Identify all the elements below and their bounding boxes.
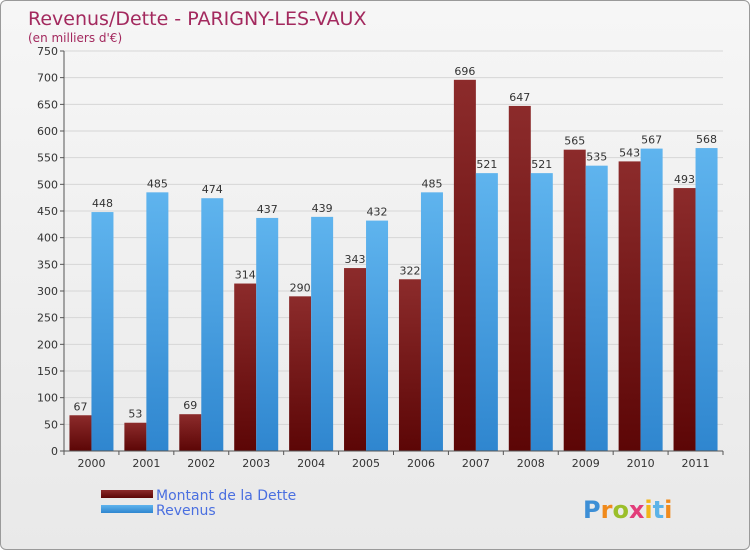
y-tick-label: 700 xyxy=(37,72,58,85)
logo-letter: P xyxy=(583,496,601,524)
bar-revenus xyxy=(695,148,718,452)
y-tick-label: 650 xyxy=(37,98,58,111)
bar-debt xyxy=(69,415,92,451)
value-label-debt: 647 xyxy=(509,91,530,104)
bar-debt xyxy=(234,283,257,451)
bar-debt xyxy=(563,149,586,451)
y-tick-label: 150 xyxy=(37,365,58,378)
value-label-revenus: 432 xyxy=(367,206,388,219)
x-tick-label: 2004 xyxy=(297,457,325,470)
legend-label-debt: Montant de la Dette xyxy=(156,488,296,504)
bar-debt xyxy=(289,296,312,451)
x-tick-label: 2006 xyxy=(407,457,435,470)
x-axis-ticks: 2000 2001 2002 2003 2004 2005 2006 2007 2008 2009… xyxy=(63,451,724,470)
value-label-revenus: 485 xyxy=(421,177,442,190)
logo-letter: t xyxy=(653,496,664,524)
logo-letter: o xyxy=(612,496,629,524)
value-label-debt: 53 xyxy=(128,408,142,421)
y-tick-label: 500 xyxy=(37,178,58,191)
grid-lines xyxy=(60,50,723,452)
bar-revenus xyxy=(311,216,334,451)
y-tick-label: 400 xyxy=(37,232,58,245)
x-tick-label: 2002 xyxy=(187,457,215,470)
x-tick-label: 2009 xyxy=(572,457,600,470)
logo-letter: i xyxy=(644,496,652,524)
x-tick-label: 2007 xyxy=(462,457,490,470)
bar-debt xyxy=(344,268,367,451)
bar-revenus xyxy=(475,173,498,451)
bar-revenus xyxy=(91,212,114,451)
legend-swatch-revenus xyxy=(101,505,153,513)
bars xyxy=(69,79,718,452)
value-label-debt: 493 xyxy=(674,173,695,186)
value-label-revenus: 439 xyxy=(312,202,333,215)
value-label-debt: 565 xyxy=(564,135,585,148)
logo-text: Proxiti xyxy=(583,496,672,524)
y-tick-label: 750 xyxy=(37,45,58,58)
bar-revenus xyxy=(585,165,608,451)
bar-revenus xyxy=(640,148,663,451)
bar-revenus xyxy=(201,198,224,451)
x-tick-label: 2011 xyxy=(682,457,710,470)
y-tick-label: 550 xyxy=(37,152,58,165)
y-tick-label: 200 xyxy=(37,338,58,351)
value-label-debt: 69 xyxy=(183,399,197,412)
chart-subtitle: (en milliers d'€) xyxy=(28,31,122,45)
value-label-revenus: 535 xyxy=(586,151,607,164)
bar-debt xyxy=(453,79,476,452)
bar-debt xyxy=(179,414,202,451)
value-label-revenus: 567 xyxy=(641,134,662,147)
x-tick-label: 2000 xyxy=(77,457,105,470)
y-tick-label: 100 xyxy=(37,392,58,405)
value-label-debt: 290 xyxy=(290,281,311,294)
logo-letter: x xyxy=(629,496,645,524)
value-label-revenus: 521 xyxy=(531,158,552,171)
value-label-revenus: 448 xyxy=(92,197,113,210)
legend: Montant de la Dette Revenus xyxy=(101,488,296,519)
value-labels: 67 448 53 485 69 474 314 437 290 439 343 432 322 485 6… xyxy=(73,65,717,421)
legend-label-revenus: Revenus xyxy=(156,503,216,519)
y-tick-label: 350 xyxy=(37,258,58,271)
y-axis-ticks: 0 50 100 150 200 250 300 350 400 450 500 550 600 650 7… xyxy=(37,45,58,458)
y-tick-label: 0 xyxy=(51,445,58,458)
bar-debt xyxy=(124,422,147,451)
value-label-revenus: 474 xyxy=(202,183,223,196)
logo-letter: i xyxy=(664,496,672,524)
bar-debt xyxy=(508,105,531,451)
x-tick-label: 2010 xyxy=(627,457,655,470)
value-label-debt: 696 xyxy=(454,65,475,78)
value-label-debt: 314 xyxy=(235,269,256,282)
value-label-debt: 322 xyxy=(399,264,420,277)
value-label-debt: 343 xyxy=(345,253,366,266)
x-tick-label: 2008 xyxy=(517,457,545,470)
y-tick-label: 450 xyxy=(37,205,58,218)
bar-revenus xyxy=(146,192,169,452)
value-label-debt: 543 xyxy=(619,146,640,159)
bar-revenus xyxy=(420,192,443,452)
value-label-revenus: 568 xyxy=(696,133,717,146)
bar-revenus xyxy=(256,217,279,451)
y-tick-label: 250 xyxy=(37,312,58,325)
bar-revenus xyxy=(366,220,389,451)
value-label-revenus: 485 xyxy=(147,177,168,190)
y-tick-label: 50 xyxy=(44,418,58,431)
x-tick-label: 2001 xyxy=(132,457,160,470)
y-tick-label: 600 xyxy=(37,125,58,138)
value-label-debt: 67 xyxy=(73,400,87,413)
bar-debt xyxy=(618,161,641,451)
value-label-revenus: 437 xyxy=(257,203,278,216)
proxiti-logo: Proxiti xyxy=(583,496,672,524)
bar-debt xyxy=(673,188,696,452)
x-tick-label: 2003 xyxy=(242,457,270,470)
y-tick-label: 300 xyxy=(37,285,58,298)
x-tick-label: 2005 xyxy=(352,457,380,470)
legend-swatch-debt xyxy=(101,490,153,498)
value-label-revenus: 521 xyxy=(476,158,497,171)
bar-debt xyxy=(398,279,421,451)
chart-title: Revenus/Dette - PARIGNY-LES-VAUX xyxy=(28,8,366,30)
bar-revenus xyxy=(530,173,553,451)
logo-letter: r xyxy=(601,496,613,524)
